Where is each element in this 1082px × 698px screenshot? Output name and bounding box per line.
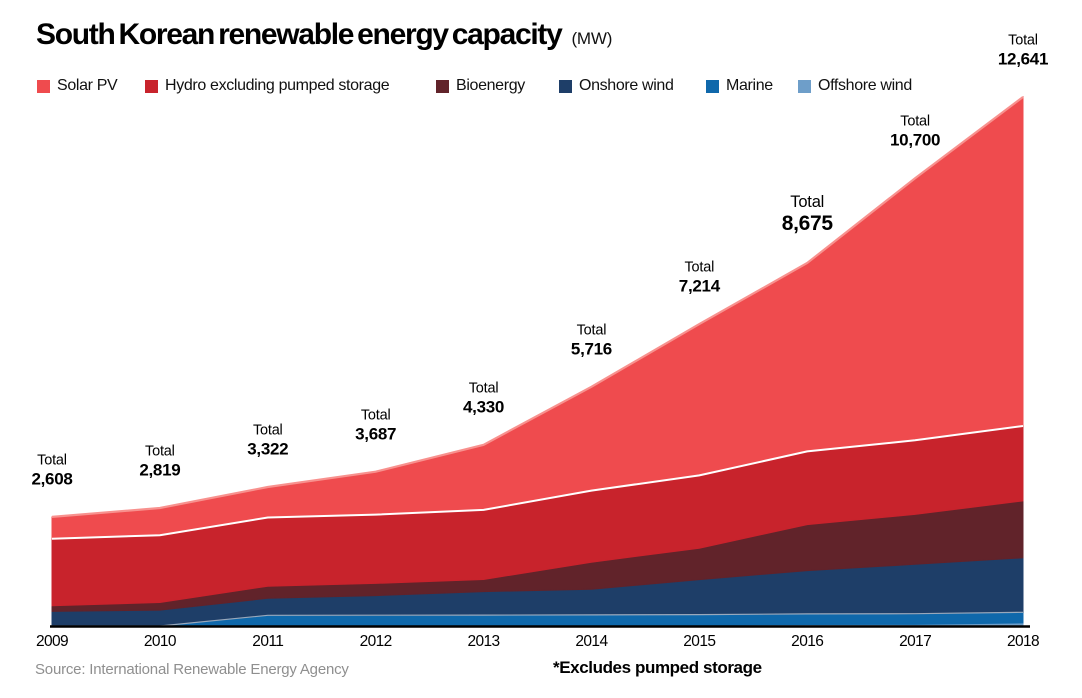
- legend-label: Bioenergy: [456, 77, 525, 94]
- legend-label: Hydro excluding pumped storage: [165, 77, 390, 94]
- legend-swatch: [145, 79, 158, 93]
- total-value: 2,608: [31, 469, 73, 489]
- legend-item-offshore-wind: Offshore wind: [798, 77, 912, 95]
- x-axis-label-2017: 2017: [899, 633, 932, 650]
- x-axis-label-2015: 2015: [683, 633, 716, 650]
- total-word: Total: [360, 407, 391, 424]
- total-label-2013: Total 4,330: [463, 380, 505, 417]
- legend-swatch: [37, 79, 50, 93]
- legend-swatch: [706, 79, 719, 93]
- total-label-2015: Total 7,214: [679, 260, 720, 296]
- total-label-2018: Total 12,641: [997, 32, 1049, 69]
- chart-title: South Korean renewable energy capacity: [36, 18, 563, 51]
- x-axis-label-2009: 2009: [35, 633, 69, 650]
- x-axis-label-2010: 2010: [143, 633, 177, 650]
- total-value: 8,675: [781, 211, 833, 235]
- page-title: South Korean renewable energy capacity (…: [36, 18, 612, 52]
- total-value: 4,330: [463, 397, 505, 417]
- total-label-2016: Total 8,675: [782, 193, 833, 235]
- total-word: Total: [900, 113, 930, 130]
- total-value: 3,322: [247, 439, 289, 459]
- x-axis-label-2011: 2011: [252, 633, 284, 650]
- total-label-2009: Total 2,608: [31, 452, 73, 489]
- legend-swatch: [436, 79, 449, 93]
- x-axis-label-2013: 2013: [467, 633, 501, 650]
- legend-item-marine: Marine: [706, 77, 773, 95]
- total-value: 5,716: [570, 339, 612, 359]
- legend-label: Offshore wind: [818, 77, 912, 94]
- legend-swatch: [798, 79, 811, 93]
- source-text: Source: International Renewable Energy A…: [35, 661, 349, 678]
- total-value: 2,819: [139, 460, 181, 480]
- total-value: 3,687: [355, 424, 397, 444]
- legend-item-onshore-wind: Onshore wind: [559, 77, 674, 95]
- pumped-storage-note: *Excludes pumped storage: [553, 658, 762, 677]
- total-word: Total: [468, 380, 499, 397]
- legend-item-bioenergy: Bioenergy: [436, 77, 525, 95]
- legend-item-hydro-excluding-pumped-storage: Hydro excluding pumped storage: [145, 77, 390, 95]
- x-axis-label-2014: 2014: [575, 633, 608, 650]
- total-value: 12,641: [997, 49, 1049, 69]
- total-word: Total: [684, 259, 715, 276]
- total-value: 7,214: [678, 276, 720, 296]
- total-word: Total: [576, 322, 607, 339]
- legend-label: Solar PV: [57, 77, 118, 94]
- total-label-2014: Total 5,716: [570, 322, 612, 359]
- legend-label: Marine: [726, 77, 773, 94]
- total-label-2017: Total 10,700: [890, 113, 941, 151]
- chart-unit: (MW): [571, 29, 613, 48]
- total-label-2010: Total 2,819: [139, 443, 181, 480]
- x-axis-label-2016: 2016: [791, 633, 824, 650]
- total-word: Total: [37, 452, 67, 469]
- legend-swatch: [559, 79, 572, 93]
- total-word: Total: [790, 192, 825, 211]
- total-word: Total: [145, 443, 175, 460]
- stack-top-highlight: [51, 96, 1024, 518]
- total-value: 10,700: [890, 130, 941, 150]
- legend-label: Onshore wind: [579, 77, 674, 94]
- x-axis-label-2018: 2018: [1006, 633, 1040, 650]
- x-axis-label-2012: 2012: [359, 633, 393, 650]
- solar-hydro-separator: [51, 425, 1024, 540]
- total-label-2012: Total 3,687: [355, 407, 397, 444]
- total-word: Total: [1008, 32, 1038, 49]
- total-word: Total: [252, 422, 283, 439]
- total-label-2011: Total 3,322: [247, 422, 289, 459]
- marine-top-separator: [52, 611, 1024, 627]
- legend-item-solar-pv: Solar PV: [37, 77, 118, 95]
